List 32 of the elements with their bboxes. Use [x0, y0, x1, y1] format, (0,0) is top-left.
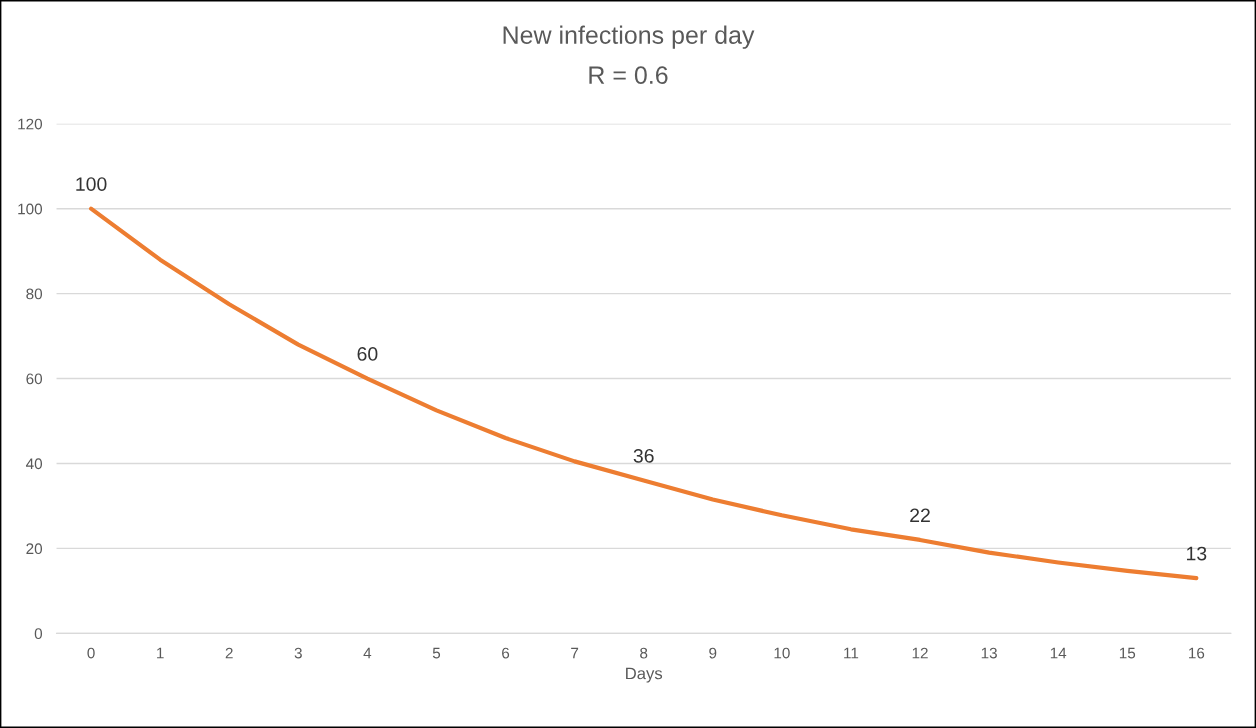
- x-tick-label: 3: [294, 647, 302, 659]
- y-tick-label: 40: [25, 458, 43, 470]
- data-label: 36: [633, 448, 654, 463]
- x-tick-label: 13: [981, 647, 997, 659]
- x-tick-label: 8: [640, 647, 648, 659]
- data-label: 60: [357, 347, 378, 361]
- x-tick-label: 11: [844, 647, 859, 659]
- x-tick-label: 5: [432, 647, 441, 659]
- x-tick-label: 1: [157, 647, 164, 659]
- x-tick-label: 9: [709, 647, 717, 659]
- data-label: 22: [910, 508, 930, 523]
- y-tick-label: 0: [34, 628, 43, 640]
- y-tick-label: 120: [18, 118, 43, 130]
- x-tick-label: 0: [87, 647, 95, 659]
- y-tick-label: 100: [18, 203, 43, 215]
- y-tick-label: 80: [26, 288, 43, 300]
- x-tick-label: 15: [1119, 647, 1136, 659]
- y-tick-label: 60: [26, 373, 43, 385]
- x-tick-label: 6: [502, 647, 510, 659]
- data-label: 100: [76, 177, 107, 191]
- x-tick-label: 16: [1189, 647, 1205, 659]
- chart-subtitle: R = 0.6: [589, 66, 668, 84]
- data-label: 13: [1187, 546, 1207, 561]
- x-tick-label: 12: [912, 647, 928, 659]
- x-tick-label: 2: [225, 647, 233, 659]
- y-tick-label: 20: [26, 543, 43, 555]
- x-tick-label: 7: [571, 647, 579, 659]
- x-tick-label: 10: [774, 647, 790, 659]
- x-axis-title: Days: [626, 667, 663, 683]
- chart-title: New infections per day: [503, 25, 755, 49]
- x-tick-label: 4: [363, 647, 372, 659]
- x-tick-label: 14: [1050, 647, 1067, 659]
